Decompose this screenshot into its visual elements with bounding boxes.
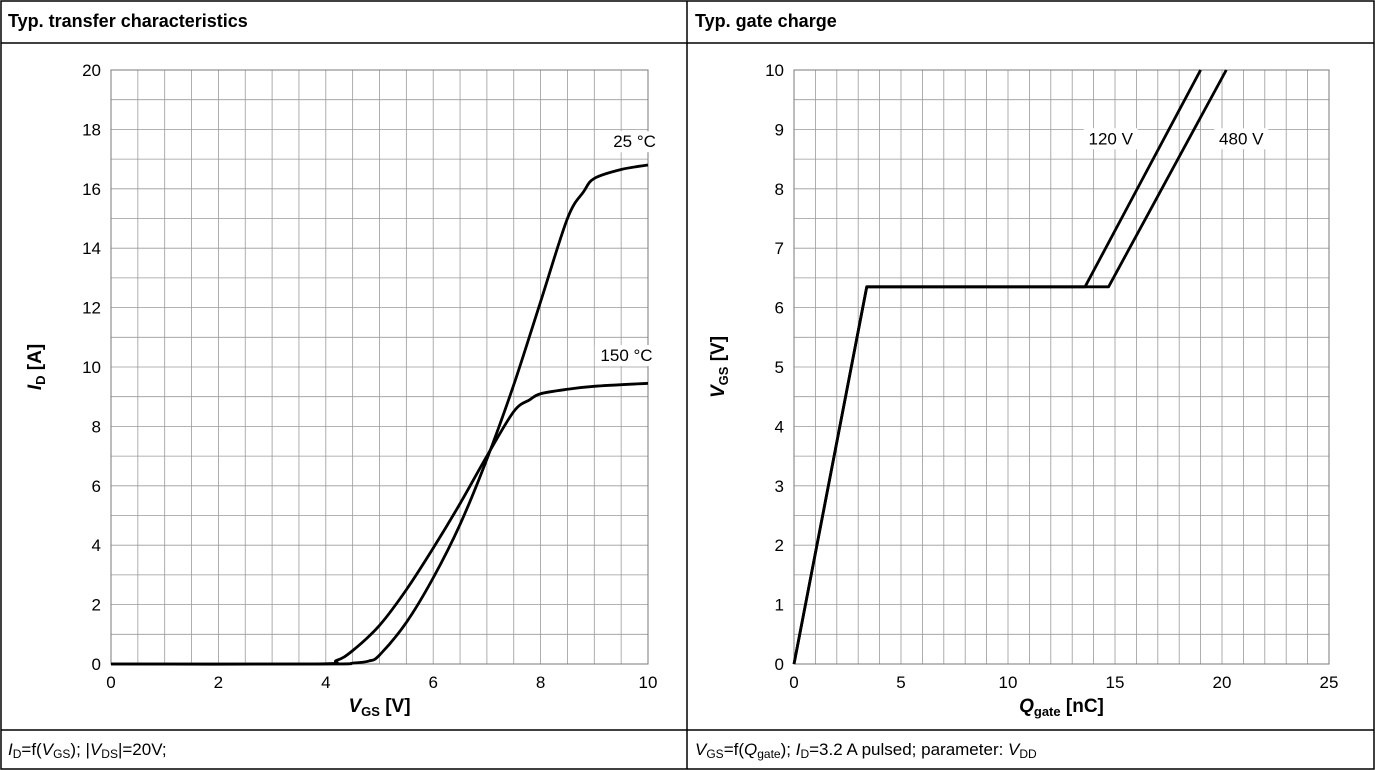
y-tick-label: 9: [775, 120, 784, 139]
left-chart-caption: ID=f(VGS); |VDS|=20V;: [8, 740, 167, 761]
x-tick-label: 6: [428, 673, 437, 692]
series-line-25-c: [110, 163, 649, 666]
y-tick-label: 3: [775, 477, 784, 496]
x-tick-label: 8: [536, 673, 545, 692]
y-tick-label: 4: [775, 417, 784, 436]
x-axis-label-subscript: gate: [1034, 704, 1061, 719]
y-tick-label: 0: [92, 655, 101, 674]
y-tick-label: 8: [92, 417, 101, 436]
caption-symbol: V: [1008, 740, 1020, 759]
x-tick-label: 2: [214, 673, 223, 692]
x-axis-label-subscript: GS: [361, 704, 380, 719]
y-tick-label: 0: [775, 655, 784, 674]
caption-text: ); |: [70, 740, 90, 759]
x-axis-label-symbol: Q: [1019, 696, 1034, 717]
right-chart-title: Typ. gate charge: [695, 11, 837, 31]
series-line-480-v: [792, 69, 1228, 665]
x-tick-label: 10: [999, 673, 1018, 692]
x-tick-label: 5: [896, 673, 905, 692]
left-chart-title: Typ. transfer characteristics: [8, 11, 248, 31]
y-tick-label: 10: [765, 61, 784, 80]
y-tick-label: 10: [82, 358, 101, 377]
x-axis-label: VGS [V]: [348, 696, 410, 719]
plot-area-border: [793, 69, 1330, 665]
series-label: 120 V: [1089, 129, 1134, 148]
x-tick-label: 25: [1320, 673, 1339, 692]
y-axis-label: ID [A]: [25, 344, 48, 390]
caption-subscript: DD: [1019, 747, 1037, 761]
caption-subscript: D: [12, 747, 22, 761]
y-tick-label: 18: [82, 120, 101, 139]
y-axis-label-subscript: D: [33, 375, 48, 384]
y-axis-label-unit: [V]: [708, 336, 729, 367]
caption-symbol: I: [8, 740, 13, 759]
y-tick-label: 6: [775, 299, 784, 318]
caption-subscript: GS: [706, 747, 724, 761]
caption-symbol: V: [89, 740, 102, 759]
series-label-background: [607, 131, 662, 153]
y-axis-label-unit: [A]: [25, 344, 46, 376]
y-axis-label-symbol: I: [25, 384, 46, 390]
plot-area-border: [110, 69, 649, 665]
y-tick-label: 4: [92, 536, 101, 555]
caption-text: =f(: [723, 740, 744, 759]
y-tick-label: 14: [82, 239, 101, 258]
x-tick-label: 10: [639, 673, 658, 692]
y-tick-label: 16: [82, 180, 101, 199]
y-tick-label: 2: [775, 536, 784, 555]
caption-symbol: Q: [744, 740, 758, 759]
x-tick-label: 0: [106, 673, 115, 692]
x-tick-label: 4: [321, 673, 330, 692]
x-tick-label: 20: [1213, 673, 1232, 692]
caption-subscript: D: [800, 747, 810, 761]
caption-text: |=20V;: [117, 740, 167, 759]
y-tick-label: 8: [775, 180, 784, 199]
transfer-characteristics-chart: 0 2 4 6 8 10 0 2 4 6 8 10 12 14 16 18 20 VGS [V] ID [A] 25 …: [25, 61, 662, 719]
y-tick-label: 7: [775, 239, 784, 258]
x-axis-label-unit: [nC]: [1061, 696, 1104, 717]
x-tick-label: 0: [789, 673, 798, 692]
y-tick-label: 1: [775, 596, 784, 615]
caption-subscript: DS: [101, 747, 118, 761]
y-tick-label: 20: [82, 61, 101, 80]
caption-text: );: [780, 740, 796, 759]
series-line-150-c: [110, 381, 649, 666]
series-label-background: [1214, 128, 1269, 150]
y-axis-label-symbol: V: [708, 384, 729, 398]
series-label-background: [1083, 128, 1138, 150]
x-axis-label-unit: [V]: [380, 696, 411, 717]
x-axis-label: Qgate [nC]: [1019, 696, 1104, 719]
series-label: 480 V: [1219, 129, 1264, 148]
x-axis-label-symbol: V: [348, 696, 362, 717]
caption-symbol: I: [795, 740, 801, 759]
caption-subscript: GS: [53, 747, 71, 761]
right-chart-caption: VGS=f(Qgate); ID=3.2 A pulsed; parameter…: [695, 740, 1037, 761]
series-label-background: [594, 345, 659, 367]
y-tick-label: 5: [775, 358, 784, 377]
caption-text: =3.2 A pulsed; parameter:: [809, 740, 1009, 759]
y-tick-label: 12: [82, 299, 101, 318]
x-tick-label: 15: [1106, 673, 1125, 692]
series-label: 150 °C: [600, 346, 652, 365]
y-tick-label: 2: [92, 596, 101, 615]
y-axis-label-subscript: GS: [716, 366, 731, 385]
y-axis-label: VGS [V]: [708, 336, 731, 398]
caption-text: =f(: [21, 740, 42, 759]
caption-subscript: gate: [757, 747, 781, 761]
caption-symbol: V: [695, 740, 707, 759]
y-tick-label: 6: [92, 477, 101, 496]
caption-symbol: V: [41, 740, 54, 759]
series-label: 25 °C: [613, 132, 656, 151]
